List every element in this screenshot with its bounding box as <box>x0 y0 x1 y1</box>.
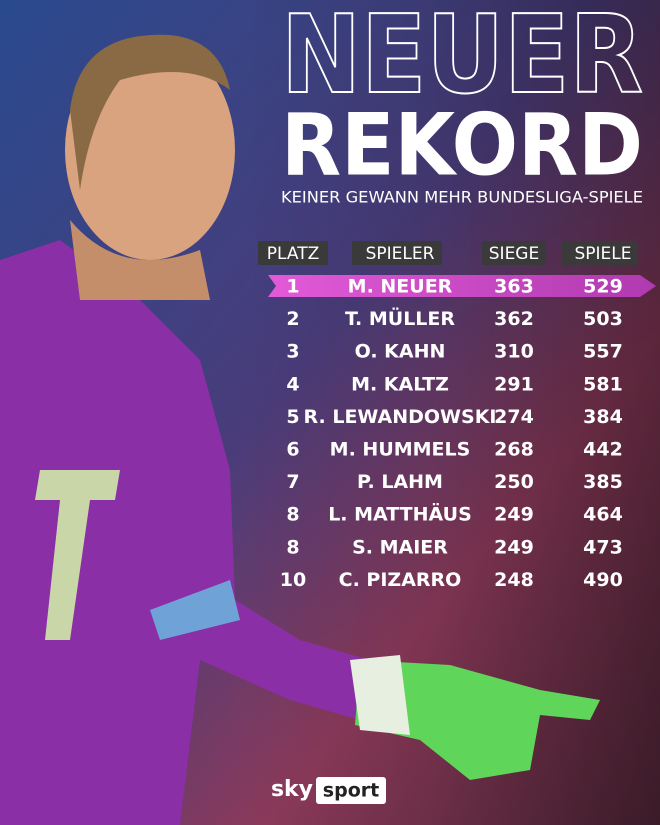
row-highlight <box>268 275 656 297</box>
table-cell: 384 <box>583 406 623 428</box>
table-cell: L. MATTHÄUS <box>328 502 472 526</box>
column-header: PLATZ <box>267 244 319 264</box>
table-cell: 268 <box>494 439 534 461</box>
table-cell: 362 <box>494 308 534 330</box>
table-cell: 310 <box>494 341 534 363</box>
table-cell: 363 <box>494 276 534 298</box>
table: PLATZ SPIELER SIEGE SPIELE 1 M. NEUER 363 529 2 T… <box>258 241 656 591</box>
table-cell: 442 <box>583 439 623 461</box>
header-box <box>482 241 546 265</box>
header-box <box>258 241 328 265</box>
header-box <box>352 241 442 265</box>
table-cell: 1 <box>286 276 299 298</box>
table-cell: 248 <box>494 569 534 591</box>
table-cell: 385 <box>583 471 623 493</box>
table-cell: 8 <box>286 536 299 558</box>
table-cell: O. KAHN <box>355 341 446 363</box>
table-cell: 464 <box>583 504 623 526</box>
header-box <box>562 241 638 265</box>
table-cell: 249 <box>494 536 534 558</box>
table-cell: T. MÜLLER <box>345 306 455 330</box>
column-header: SIEGE <box>489 244 539 264</box>
table-cell: 3 <box>286 341 299 363</box>
player <box>0 34 600 825</box>
subtitle: KEINER GEWANN MEHR BUNDESLIGA-SPIELE <box>281 188 643 207</box>
table-cell: S. MAIER <box>352 536 448 558</box>
table-cell: 5 <box>286 406 299 428</box>
table-cell: 291 <box>494 373 534 395</box>
table-cell: 581 <box>583 373 623 395</box>
logo: sky sport <box>271 777 386 804</box>
logo-box <box>316 777 386 804</box>
column-header: SPIELE <box>574 244 631 264</box>
table-cell: 274 <box>494 406 534 428</box>
table-cell: R. LEWANDOWSKI <box>304 406 497 428</box>
table-cell: M. NEUER <box>348 276 453 298</box>
table-cell: M. HUMMELS <box>330 439 471 461</box>
table-cell: 490 <box>583 569 623 591</box>
table-cell: 2 <box>286 308 299 330</box>
table-cell: 473 <box>583 536 623 558</box>
table-cell: C. PIZARRO <box>339 569 462 591</box>
table-cell: 529 <box>583 276 623 298</box>
title-line-1: NEUER <box>281 0 643 118</box>
logo-product: sport <box>323 780 379 802</box>
table-cell: 503 <box>583 308 623 330</box>
column-header: SPIELER <box>366 244 435 264</box>
table-cell: 6 <box>286 439 299 461</box>
table-cell: 249 <box>494 504 534 526</box>
table-cell: M. KALTZ <box>351 373 449 395</box>
table-cell: 4 <box>286 373 299 395</box>
table-cell: 8 <box>286 504 299 526</box>
title-line-2: REKORD <box>281 95 643 195</box>
table-cell: 7 <box>286 471 299 493</box>
table-cell: 557 <box>583 341 623 363</box>
logo-brand: sky <box>271 777 313 802</box>
table-cell: 250 <box>494 471 534 493</box>
table-cell: 10 <box>280 569 306 591</box>
table-cell: P. LAHM <box>357 471 443 493</box>
